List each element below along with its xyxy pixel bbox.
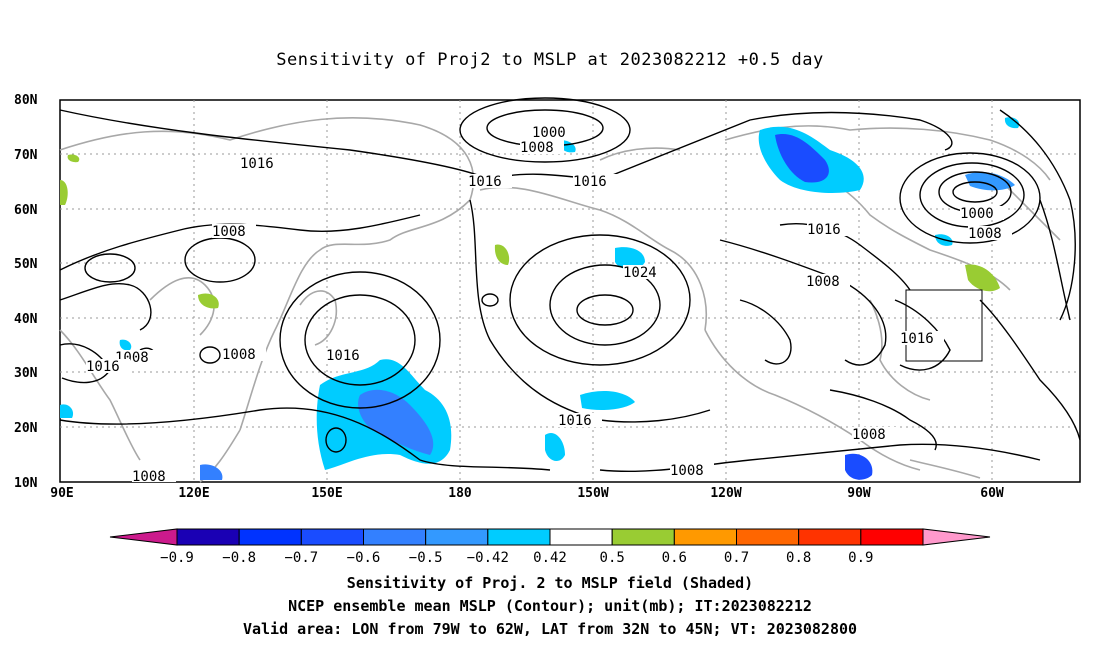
- shade-pacific-north: [615, 247, 645, 270]
- caption-line-1: Sensitivity of Proj. 2 to MSLP field (Sh…: [346, 574, 754, 592]
- contour-label: 1016: [240, 156, 274, 172]
- colorbar-swatch: [487, 528, 551, 546]
- lat-label: 60N: [14, 203, 38, 218]
- contour-label: 1016: [573, 174, 607, 190]
- contour-label: 1016: [468, 174, 502, 190]
- shade-green-small: [67, 154, 80, 163]
- colorbar-swatch: [363, 528, 427, 546]
- shade-subtropical-2: [545, 432, 565, 462]
- contour-label: 1000: [960, 206, 994, 222]
- shade-small-1: [119, 339, 132, 351]
- lon-label: 180: [448, 486, 472, 501]
- lat-label: 20N: [14, 421, 38, 436]
- shade-greenland: [1004, 117, 1020, 129]
- colorbar-label: 0.6: [662, 550, 687, 566]
- shade-philippines: [200, 464, 223, 480]
- lat-label: 10N: [14, 476, 38, 491]
- colorbar-label: −0.9: [160, 550, 194, 566]
- lon-label: 120W: [710, 486, 741, 501]
- colorbar-swatch: [238, 528, 302, 546]
- colorbar-label: 0.7: [724, 550, 749, 566]
- colorbar-swatch: [549, 528, 613, 546]
- caption-line-3: Valid area: LON from 79W to 62W, LAT fro…: [242, 620, 858, 638]
- shade-green-east-asia: [198, 293, 219, 309]
- shade-green-pacific: [494, 244, 510, 265]
- contour-labels: 1000 1008 1016 1016 1016 1008 1024 1016 …: [86, 125, 1012, 485]
- contour-label: 1016: [900, 331, 934, 347]
- lon-label: 60W: [980, 486, 1004, 501]
- contour-label: 1016: [807, 222, 841, 238]
- contour-label: 1000: [532, 125, 566, 141]
- lat-label: 70N: [14, 148, 38, 163]
- longitude-labels: 90E 120E 150E 180 150W 120W 90W 60W: [50, 486, 1004, 501]
- latitude-labels: 80N 70N 60N 50N 40N 30N 20N 10N: [14, 93, 38, 491]
- contour-label: 1016: [558, 413, 592, 429]
- colorbar-swatch: [300, 528, 365, 546]
- lon-label: 120E: [178, 486, 209, 501]
- shade-west-edge: [60, 404, 74, 418]
- lat-label: 30N: [14, 366, 38, 381]
- shade-north-america-core: [775, 134, 829, 183]
- colorbar-label: 0.8: [786, 550, 811, 566]
- map-area: [59, 97, 1081, 483]
- shade-green-west: [60, 180, 68, 205]
- lat-label: 40N: [14, 312, 38, 327]
- lon-label: 150W: [577, 486, 608, 501]
- colorbar-swatch: [673, 528, 737, 546]
- shade-central-america: [845, 453, 873, 480]
- colorbar-label: 0.9: [848, 550, 873, 566]
- colorbar-swatch: [798, 528, 862, 546]
- colorbar-label: −0.7: [284, 550, 318, 566]
- contour-label: 1008: [670, 463, 704, 479]
- colorbar-label: 0.42: [533, 550, 567, 566]
- lat-label: 50N: [14, 257, 38, 272]
- contour-label: 1008: [968, 226, 1002, 242]
- colorbar-label: −0.5: [409, 550, 443, 566]
- contour-label: 1008: [212, 224, 246, 240]
- colorbar-arrow-high: [922, 528, 991, 546]
- contour-label: 1008: [222, 347, 256, 363]
- contour-label: 1024: [623, 265, 657, 281]
- colorbar-swatch: [736, 528, 800, 546]
- contour-label: 1008: [852, 427, 886, 443]
- colorbar-label: −0.6: [347, 550, 381, 566]
- colorbar-swatch: [176, 528, 240, 546]
- colorbar-swatch: [860, 528, 924, 546]
- contour-label: 1016: [86, 359, 120, 375]
- lon-label: 90E: [50, 486, 73, 501]
- chart-title: Sensitivity of Proj2 to MSLP at 20230822…: [276, 50, 824, 70]
- contour-label: 1008: [132, 469, 166, 485]
- shade-subtropical: [580, 390, 635, 410]
- colorbar-swatch: [611, 528, 675, 546]
- contour-label: 1016: [326, 348, 360, 364]
- lon-label: 90W: [847, 486, 871, 501]
- colorbar-label: −0.42: [467, 550, 509, 566]
- lon-label: 150E: [311, 486, 342, 501]
- colorbar: −0.9 −0.8 −0.7 −0.6 −0.5 −0.42 0.42 0.5 0.6 0.7 0.…: [109, 528, 991, 566]
- contour-label: 1008: [806, 274, 840, 290]
- caption-line-2: NCEP ensemble mean MSLP (Contour); unit(…: [288, 597, 812, 615]
- colorbar-swatch: [425, 528, 489, 546]
- colorbar-label: −0.8: [222, 550, 256, 566]
- contour-label: 1008: [520, 140, 554, 156]
- shade-labrador: [965, 172, 1015, 191]
- valid-area-box: [905, 289, 983, 362]
- colorbar-arrow-low: [109, 528, 178, 546]
- colorbar-label: 0.5: [600, 550, 625, 566]
- lat-label: 80N: [14, 93, 38, 108]
- shade-green-atlantic: [965, 264, 1000, 292]
